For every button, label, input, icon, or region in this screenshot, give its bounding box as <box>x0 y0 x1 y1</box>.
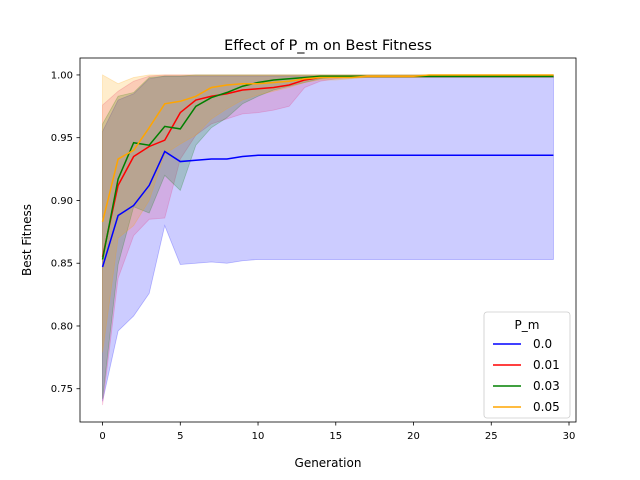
y-axis-ticks: 0.75 0.80 0.85 0.90 0.95 1.00 <box>51 70 80 395</box>
x-tick-label: 15 <box>329 431 342 442</box>
x-tick-label: 0 <box>99 431 105 442</box>
x-tick-label: 10 <box>252 431 265 442</box>
x-tick-label: 5 <box>177 431 183 442</box>
x-axis-label: Generation <box>295 456 362 470</box>
confidence-band-1 <box>102 74 554 406</box>
y-tick-label: 0.85 <box>51 259 73 270</box>
y-axis-label: Best Fitness <box>20 204 34 276</box>
series-lines <box>101 74 554 268</box>
series-line-0 <box>101 150 554 268</box>
legend-label-3: 0.05 <box>533 400 560 414</box>
y-tick-label: 0.90 <box>51 196 73 207</box>
series-line-2 <box>101 75 554 260</box>
plot-frame <box>79 57 577 423</box>
y-tick-label: 0.80 <box>51 321 73 332</box>
legend-label-1: 0.01 <box>533 358 560 372</box>
chart-title: Effect of P_m on Best Fitness <box>224 38 432 54</box>
legend-label-2: 0.03 <box>533 379 560 393</box>
confidence-band-2 <box>102 74 554 399</box>
series-line-3 <box>101 74 554 222</box>
legend-label-0: 0.0 <box>533 337 552 351</box>
y-tick-label: 0.75 <box>51 384 73 395</box>
legend-entries: 0.0 0.01 0.03 0.05 <box>493 337 560 414</box>
x-tick-label: 30 <box>563 431 576 442</box>
legend-title: P_m <box>515 318 540 332</box>
x-tick-label: 20 <box>407 431 420 442</box>
legend-box <box>483 311 571 419</box>
x-axis-ticks: 0 5 10 15 20 25 30 <box>99 422 575 442</box>
y-tick-label: 0.95 <box>51 133 73 144</box>
confidence-band-0 <box>102 75 554 402</box>
legend: P_m 0.0 0.01 0.03 0.05 <box>483 311 571 419</box>
x-tick-label: 25 <box>485 431 498 442</box>
y-tick-label: 1.00 <box>51 70 73 81</box>
